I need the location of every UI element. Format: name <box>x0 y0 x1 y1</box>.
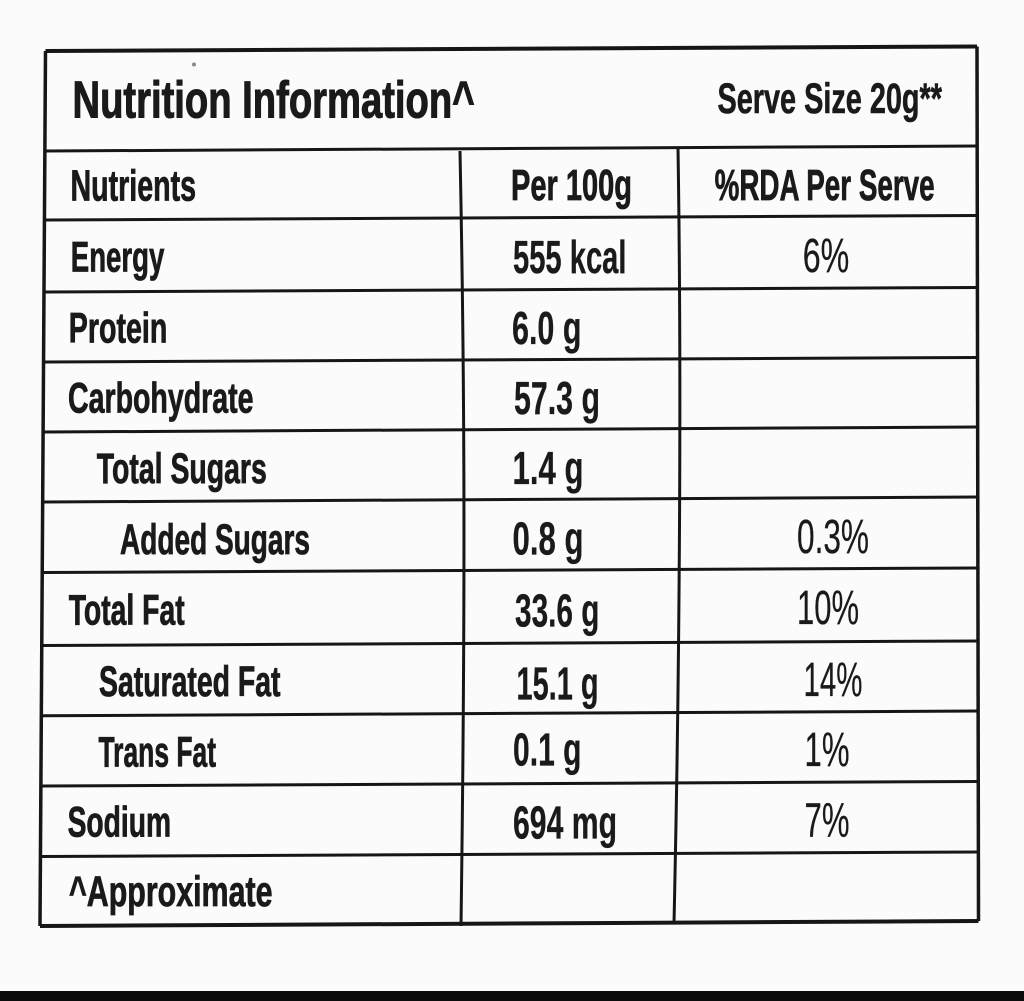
svg-text:10%: 10% <box>797 582 859 635</box>
svg-text:0.1 g: 0.1 g <box>513 724 582 776</box>
svg-text:555 kcal: 555 kcal <box>513 231 627 283</box>
svg-text:Protein: Protein <box>69 305 168 353</box>
svg-text:6.0 g: 6.0 g <box>512 302 582 354</box>
svg-text:Total Sugars: Total Sugars <box>97 445 267 493</box>
svg-text:0.3%: 0.3% <box>797 511 869 564</box>
svg-text:Nutrients: Nutrients <box>71 162 197 211</box>
svg-text:694 mg: 694 mg <box>513 797 617 849</box>
svg-text:15.1 g: 15.1 g <box>517 658 599 710</box>
svg-text:Nutrition Information^: Nutrition Information^ <box>73 72 475 130</box>
svg-text:Saturated Fat: Saturated Fat <box>99 658 281 706</box>
svg-text:Added Sugars: Added Sugars <box>120 516 310 564</box>
svg-text:57.3 g: 57.3 g <box>514 372 600 424</box>
svg-text:7%: 7% <box>805 795 850 848</box>
svg-text:Energy: Energy <box>71 234 165 282</box>
svg-text:33.6 g: 33.6 g <box>515 585 600 637</box>
svg-text:Sodium: Sodium <box>68 799 171 847</box>
svg-text:1.4 g: 1.4 g <box>513 442 584 494</box>
svg-text:Serve Size 20g**: Serve Size 20g** <box>718 75 943 123</box>
svg-text:6%: 6% <box>803 230 850 283</box>
svg-text:0.8 g: 0.8 g <box>513 513 584 565</box>
svg-text:Total Fat: Total Fat <box>69 587 185 635</box>
svg-text:Per 100g: Per 100g <box>511 161 632 210</box>
svg-text:%RDA Per Serve: %RDA Per Serve <box>715 161 935 210</box>
svg-text:^Approximate: ^Approximate <box>69 868 273 916</box>
svg-text:1%: 1% <box>805 724 850 777</box>
svg-text:Trans Fat: Trans Fat <box>99 729 217 777</box>
svg-text:Carbohydrate: Carbohydrate <box>68 375 254 423</box>
svg-text:14%: 14% <box>804 654 863 707</box>
